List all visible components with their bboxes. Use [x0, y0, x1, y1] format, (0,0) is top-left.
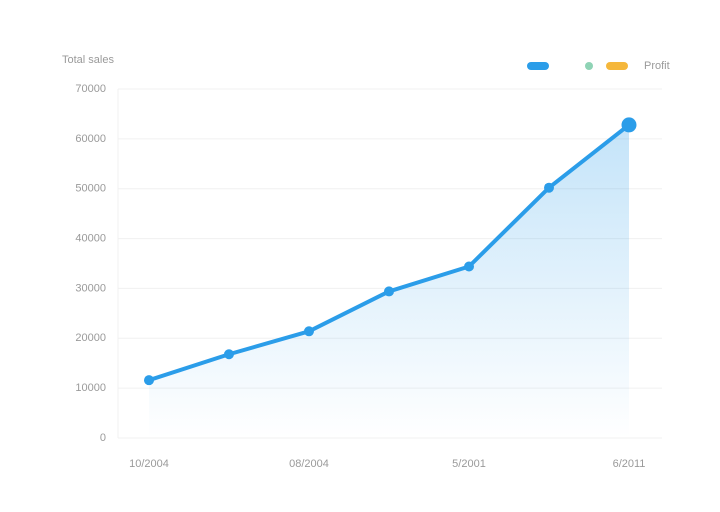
legend-swatch — [527, 62, 549, 70]
point — [464, 261, 474, 272]
x-tick-label: 08/2004 — [289, 458, 329, 470]
y-tick-label: 40000 — [75, 232, 106, 244]
area — [149, 124, 629, 438]
y-tick-label: 70000 — [75, 83, 106, 95]
legend-swatch — [606, 62, 628, 70]
x-tick-label: 5/2001 — [452, 458, 486, 470]
point — [544, 182, 554, 193]
legend-swatch — [585, 62, 593, 70]
point — [304, 326, 314, 337]
point — [621, 117, 637, 133]
y-tick-label: 50000 — [75, 183, 106, 195]
point — [384, 286, 394, 297]
x-tick-label: 6/2011 — [613, 458, 646, 470]
y-tick-label: 20000 — [75, 332, 106, 344]
legend-label: Profit — [644, 60, 670, 72]
x-tick-label: 10/2004 — [129, 458, 169, 470]
y-tick-label: 60000 — [75, 133, 106, 145]
y-tick-label: 30000 — [75, 282, 106, 294]
point — [144, 375, 154, 386]
point — [224, 349, 234, 360]
y-tick-label: 10000 — [75, 382, 106, 394]
y-tick-label: 0 — [100, 432, 106, 444]
chart-title: Total sales — [62, 54, 114, 66]
